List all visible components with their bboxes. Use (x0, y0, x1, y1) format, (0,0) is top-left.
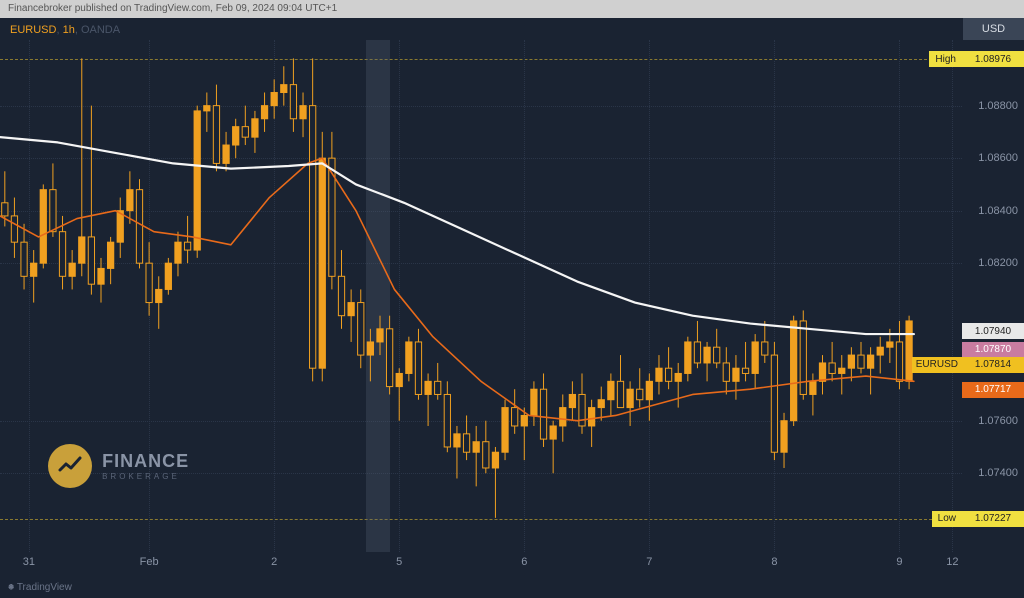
x-tick: 12 (946, 556, 958, 568)
y-tick: 1.07400 (978, 467, 1018, 479)
price-tag: 1.07870 (962, 342, 1024, 358)
logo-line1: FINANCE (102, 451, 189, 472)
x-tick: 7 (646, 556, 652, 568)
symbol-info: EURUSD, 1h, OANDA (10, 24, 120, 36)
chart-area[interactable]: EURUSD, 1h, OANDA USD 1.089761.088001.08… (0, 18, 1024, 598)
logo-line2: BROKERAGE (102, 472, 189, 481)
x-axis[interactable]: 31 Feb 2 5 6 7 8 9 12 (0, 552, 962, 576)
axis-currency: USD (962, 18, 1024, 40)
price-tag: 1.07814 (962, 357, 1024, 373)
high-tag: High (929, 51, 962, 67)
price-tag: 1.07227 (962, 511, 1024, 527)
publish-header: Financebroker published on TradingView.c… (0, 0, 1024, 18)
app-frame: Financebroker published on TradingView.c… (0, 0, 1024, 598)
logo-icon (48, 444, 92, 488)
y-axis[interactable]: 1.08976 1.08800 1.08600 1.08400 1.08200 1.079… (962, 40, 1024, 552)
eurusd-tag: EURUSD (912, 357, 962, 373)
publish-text: Financebroker published on TradingView.c… (8, 3, 337, 14)
x-tick: 9 (896, 556, 902, 568)
price-tag: 1.07940 (962, 323, 1024, 339)
logo-text: FINANCE BROKERAGE (102, 451, 189, 481)
y-tick: 1.08600 (978, 152, 1018, 164)
y-tick: 1.08200 (978, 257, 1018, 269)
x-tick: 8 (771, 556, 777, 568)
y-tick: 1.08400 (978, 205, 1018, 217)
y-tick: 1.08800 (978, 100, 1018, 112)
x-tick: 2 (271, 556, 277, 568)
x-tick: 31 (23, 556, 35, 568)
x-tick: Feb (140, 556, 159, 568)
y-tick: 1.07600 (978, 415, 1018, 427)
finance-brokerage-logo: FINANCE BROKERAGE (48, 444, 189, 488)
price-tag: 1.08976 (962, 51, 1024, 67)
axis-currency-label: USD (982, 23, 1005, 35)
x-tick: 6 (521, 556, 527, 568)
symbol-pair: EURUSD (10, 24, 56, 36)
tradingview-footer: TradingView (8, 580, 72, 594)
low-tag: Low (932, 511, 962, 527)
x-tick: 5 (396, 556, 402, 568)
symbol-source: OANDA (81, 24, 120, 36)
symbol-interval: 1h (63, 24, 75, 36)
footer-text: TradingView (17, 582, 72, 593)
price-tag: 1.07717 (962, 382, 1024, 398)
